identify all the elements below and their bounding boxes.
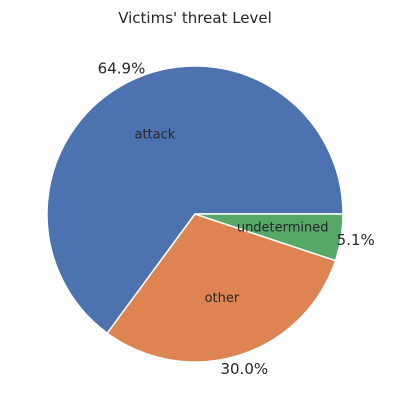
pie-slice-undetermined: [194, 213, 344, 262]
pie-slices: [46, 65, 344, 363]
slice-percent-other: 30.0%: [220, 360, 268, 378]
slice-percent-attack: 64.9%: [98, 60, 146, 78]
pie-slice-other: [106, 213, 337, 363]
chart-title: Victims' threat Level: [118, 9, 272, 27]
slice-percent-undetermined: 5.1%: [337, 231, 375, 249]
slice-label-attack: attack: [134, 127, 175, 142]
slice-label-undetermined: undetermined: [237, 221, 329, 236]
pie-slice-attack: [46, 65, 344, 334]
slice-label-other: other: [205, 291, 240, 306]
pie-labels: attack 64.9% other 30.0% undetermined 5.1%: [98, 60, 375, 378]
